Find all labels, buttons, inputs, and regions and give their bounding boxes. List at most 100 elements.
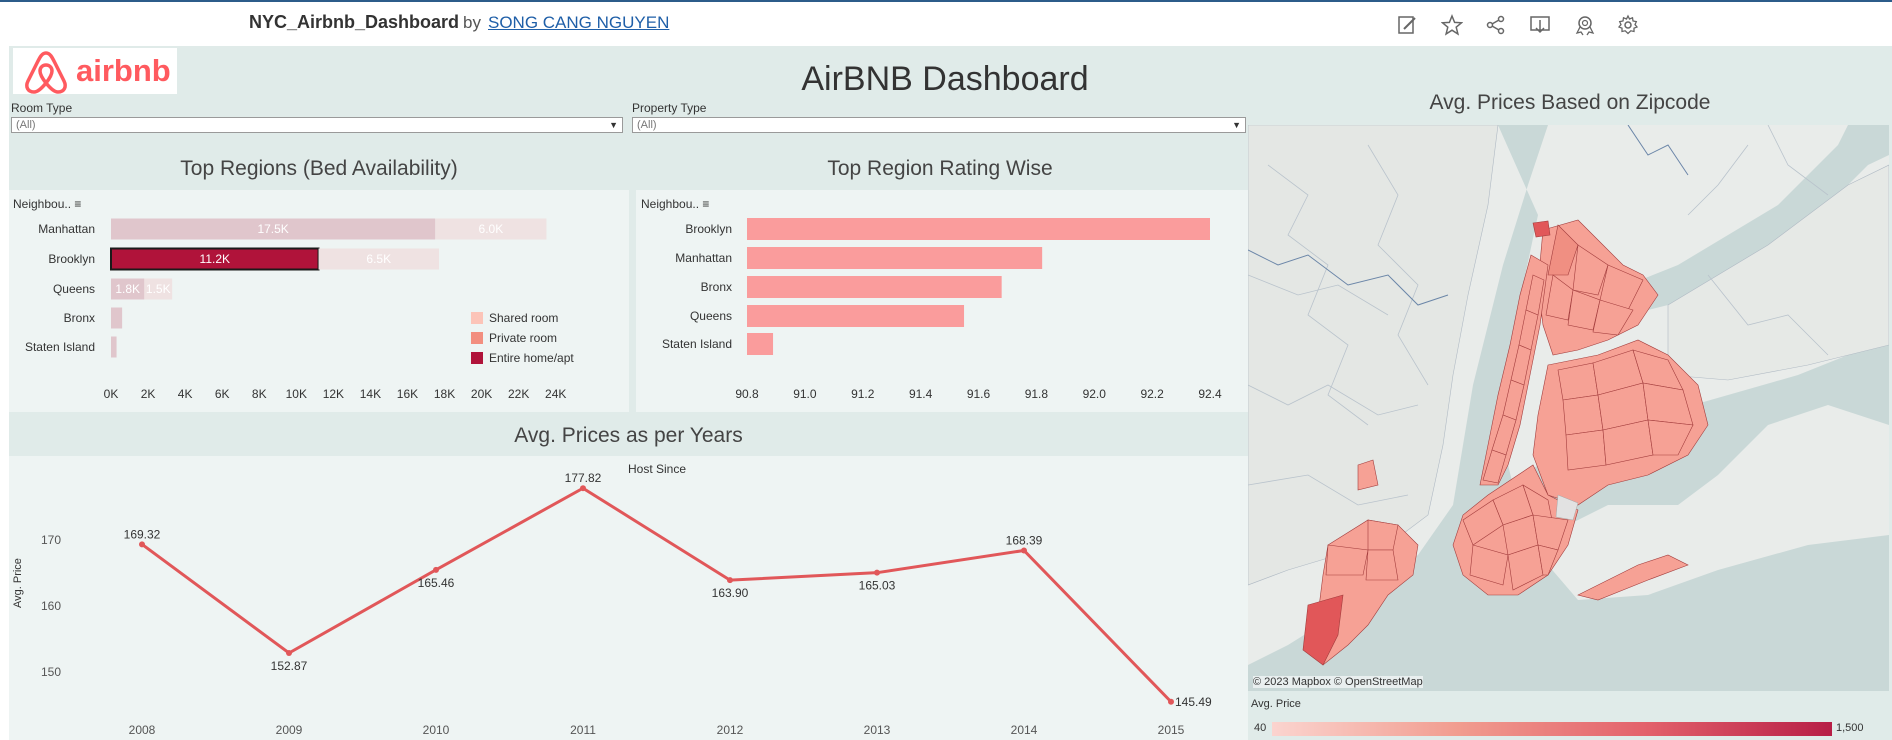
line-chart-y-tick: 170 bbox=[41, 533, 61, 547]
map-canvas[interactable] bbox=[1248, 125, 1889, 691]
bed-chart-x-tick: 0K bbox=[104, 387, 119, 401]
room-type-select[interactable]: (All) ▼ bbox=[11, 117, 623, 133]
rating-chart-title: Top Region Rating Wise bbox=[827, 157, 1053, 180]
map-legend-max: 1,500 bbox=[1836, 722, 1864, 734]
bed-chart-x-tick: 8K bbox=[252, 387, 267, 401]
room-type-label: Room Type bbox=[11, 101, 73, 115]
line-chart-x-tick: 2009 bbox=[276, 723, 303, 737]
bed-chart-x-tick: 24K bbox=[545, 387, 566, 401]
line-chart-series-line bbox=[141, 486, 1173, 703]
bed-chart-x-tick: 18K bbox=[434, 387, 455, 401]
by-label: by bbox=[463, 13, 481, 32]
line-chart-data-label: 145.49 bbox=[1175, 695, 1212, 709]
bed-chart-x-tick: 4K bbox=[178, 387, 193, 401]
line-chart-point bbox=[727, 577, 733, 584]
bed-chart-data-label: 17.5K bbox=[257, 222, 288, 236]
map-legend-min: 40 bbox=[1254, 722, 1267, 734]
bed-chart-category-label: Brooklyn bbox=[48, 252, 95, 266]
star-icon[interactable] bbox=[1441, 14, 1463, 36]
bed-chart-x-tick: 6K bbox=[215, 387, 230, 401]
line-chart-y-tick: 150 bbox=[41, 665, 61, 679]
bed-chart-bar-entire bbox=[111, 307, 123, 329]
line-chart-x-tick: 2014 bbox=[1011, 723, 1038, 737]
line-chart-x-tick: 2015 bbox=[1158, 723, 1185, 737]
line-chart: 150 160 170 169.32 2008 152.87 2009 165.46 2010 1… bbox=[41, 471, 1212, 737]
legend-label-entire: Entire home/apt bbox=[489, 351, 574, 365]
rating-chart-x-tick: 92.2 bbox=[1140, 387, 1164, 401]
rating-chart-x-tick: 90.8 bbox=[735, 387, 759, 401]
bed-chart-dimension-header[interactable]: Neighbou.. ≡ bbox=[13, 197, 82, 211]
line-chart-x-tick: 2011 bbox=[570, 723, 596, 737]
chevron-down-icon: ▼ bbox=[1232, 120, 1241, 130]
rating-chart-category-label: Staten Island bbox=[662, 337, 732, 351]
badge-icon[interactable] bbox=[1574, 14, 1596, 36]
line-chart-point bbox=[874, 569, 880, 576]
bed-chart-data-label: 6.0K bbox=[479, 222, 504, 236]
rating-chart-x-tick: 92.4 bbox=[1198, 387, 1222, 401]
map-color-legend bbox=[1272, 722, 1832, 736]
bed-chart-data-label: 6.5K bbox=[366, 252, 391, 266]
room-type-value: (All) bbox=[16, 119, 36, 131]
airbnb-logo: airbnb bbox=[13, 48, 177, 94]
map-title: Avg. Prices Based on Zipcode bbox=[1429, 91, 1711, 114]
bed-chart-category-label: Bronx bbox=[64, 311, 95, 325]
sort-icon[interactable]: ≡ bbox=[702, 197, 710, 211]
line-chart-data-label: 169.32 bbox=[124, 527, 161, 541]
rating-chart-x-tick: 91.8 bbox=[1025, 387, 1049, 401]
bed-chart-x-tick: 12K bbox=[323, 387, 344, 401]
line-chart-x-tick: 2010 bbox=[423, 723, 450, 737]
dashboard-title: AirBNB Dashboard bbox=[801, 60, 1089, 98]
chevron-down-icon: ▼ bbox=[609, 120, 618, 130]
line-chart-top-axis-label: Host Since bbox=[628, 462, 687, 476]
map-legend-title: Avg. Price bbox=[1251, 698, 1301, 710]
rating-chart-category-label: Brooklyn bbox=[685, 222, 732, 236]
download-icon[interactable] bbox=[1529, 14, 1551, 36]
logo-wordmark: airbnb bbox=[76, 53, 171, 88]
workbook-title: NYC_Airbnb_Dashboard bbox=[249, 12, 460, 32]
bed-chart-bar-private bbox=[318, 248, 439, 270]
line-chart-x-tick: 2008 bbox=[129, 723, 156, 737]
rating-chart-category-label: Queens bbox=[690, 309, 732, 323]
line-chart-point bbox=[580, 485, 586, 492]
line-chart-data-label: 152.87 bbox=[271, 659, 308, 673]
sort-icon[interactable]: ≡ bbox=[74, 197, 82, 211]
bed-chart-bar-private bbox=[144, 278, 173, 300]
bed-chart-category-label: Queens bbox=[53, 282, 95, 296]
bed-chart-x-tick: 16K bbox=[397, 387, 418, 401]
line-chart-data-label: 177.82 bbox=[565, 471, 602, 485]
bed-chart-bar-entire bbox=[111, 336, 117, 358]
rating-chart-bar bbox=[747, 305, 965, 327]
bed-chart-data-label: 1.5K bbox=[146, 282, 171, 296]
line-chart-point bbox=[286, 650, 292, 657]
author-link[interactable]: SONG CANG NGUYEN bbox=[488, 13, 670, 32]
zipcode-map[interactable] bbox=[1248, 125, 1889, 691]
line-chart-x-tick: 2012 bbox=[717, 723, 744, 737]
line-chart-data-label: 165.46 bbox=[418, 576, 455, 590]
rating-chart-category-label: Manhattan bbox=[675, 251, 732, 265]
line-chart-y-tick: 160 bbox=[41, 599, 61, 613]
rating-chart-x-tick: 91.2 bbox=[851, 387, 875, 401]
share-icon[interactable] bbox=[1485, 14, 1507, 36]
rating-chart-dimension-header[interactable]: Neighbou.. ≡ bbox=[641, 197, 710, 211]
bed-chart-category-label: Manhattan bbox=[38, 222, 95, 236]
line-chart-data-label: 163.90 bbox=[712, 586, 749, 600]
bed-chart-category-label: Staten Island bbox=[25, 340, 95, 354]
property-type-select[interactable]: (All) ▼ bbox=[632, 117, 1246, 133]
legend-label-shared: Shared room bbox=[489, 311, 559, 325]
legend-swatch-shared bbox=[471, 312, 483, 324]
edit-icon[interactable] bbox=[1396, 14, 1418, 36]
bed-chart-x-tick: 20K bbox=[471, 387, 492, 401]
bed-chart-bar-private bbox=[435, 218, 547, 240]
gear-icon[interactable] bbox=[1617, 14, 1639, 36]
legend-swatch-private bbox=[471, 332, 483, 344]
rating-chart-bar bbox=[747, 276, 1002, 298]
bed-chart-x-tick: 2K bbox=[141, 387, 156, 401]
line-chart-x-tick: 2013 bbox=[864, 723, 891, 737]
legend-swatch-entire bbox=[471, 352, 483, 364]
rating-chart-x-tick: 92.0 bbox=[1083, 387, 1107, 401]
map-attribution[interactable]: © 2023 Mapbox © OpenStreetMap bbox=[1253, 676, 1423, 688]
legend-label-private: Private room bbox=[489, 331, 558, 345]
bed-chart-bar-entire bbox=[111, 278, 145, 300]
line-chart-point bbox=[1168, 698, 1174, 705]
rating-chart-category-label: Bronx bbox=[701, 280, 732, 294]
